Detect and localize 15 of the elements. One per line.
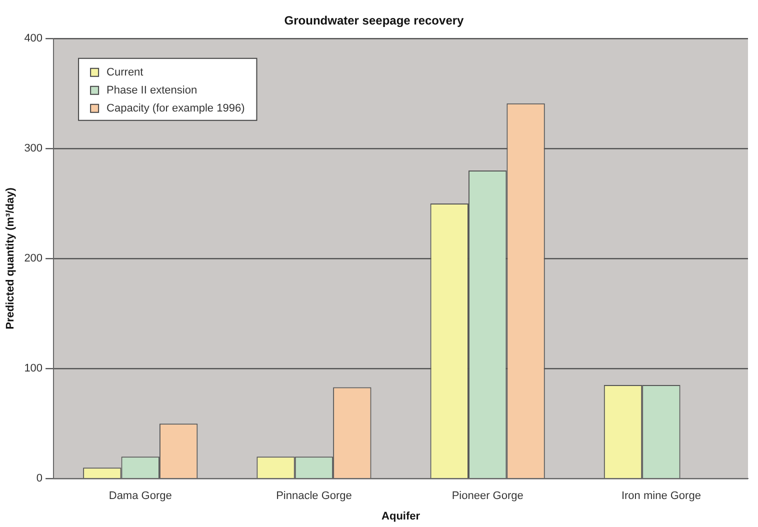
x-tick-label: Dama Gorge [108,490,172,502]
legend-label: Capacity (for example 1996) [106,102,245,114]
x-tick-label: Pinnacle Gorge [276,490,352,502]
y-tick-label: 300 [24,142,43,154]
y-tick-label: 100 [24,362,43,375]
chart-title: Groundwater seepage recovery [284,14,464,28]
x-axis-title: Aquifer [382,510,421,522]
y-axis-title: Predicted quantity (m³/day) [4,187,17,330]
legend-label: Current [106,66,144,78]
x-tick-label: Iron mine Gorge [621,490,701,502]
y-tick-label: 400 [24,32,43,44]
x-tick-label: Pioneer Gorge [452,490,524,502]
y-tick-label: 200 [24,252,43,265]
y-tick-label: 0 [36,472,43,485]
legend-label: Phase II extension [106,84,198,96]
